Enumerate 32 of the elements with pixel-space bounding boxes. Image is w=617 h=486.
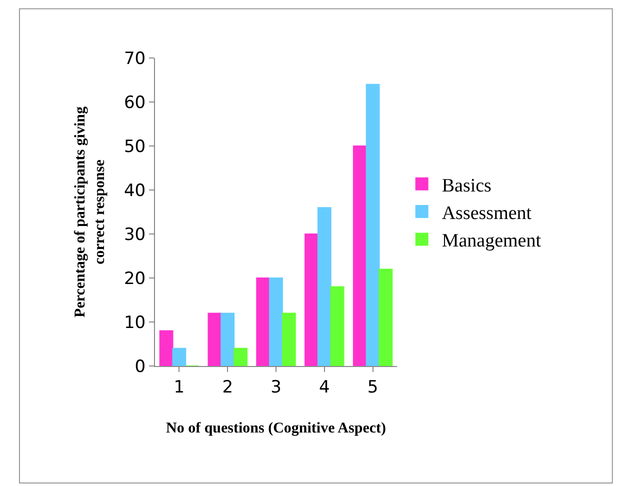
x-tick-label: 2 <box>222 377 234 398</box>
bar <box>352 146 367 366</box>
y-tick-label: 70 <box>124 48 146 69</box>
y-tick-label: 0 <box>134 356 146 377</box>
bar <box>269 278 283 366</box>
x-axis-title: No of questions (Cognitive Aspect) <box>166 420 386 436</box>
bar <box>208 312 222 366</box>
bar <box>220 312 235 366</box>
bar <box>317 207 332 366</box>
y-tick-label: 50 <box>124 136 146 157</box>
y-tick-label: 20 <box>124 268 146 289</box>
bar <box>304 234 318 366</box>
bar <box>378 268 393 366</box>
y-tick-label: 10 <box>124 312 146 333</box>
y-axis-title: Percentage of participants giving correct response <box>72 106 108 318</box>
bar <box>159 330 174 366</box>
y-tick-label: 40 <box>124 180 146 201</box>
y-tick-label: 30 <box>124 224 146 245</box>
bar <box>234 348 248 366</box>
bar <box>256 278 270 366</box>
legend-label: Assessment <box>442 202 532 224</box>
bar <box>366 84 380 366</box>
bar <box>282 312 296 366</box>
legend-label: Management <box>442 230 542 252</box>
y-tick-label: 60 <box>124 92 146 113</box>
x-tick-label: 1 <box>174 377 185 398</box>
x-tick-label: 3 <box>270 377 282 398</box>
bar <box>330 286 344 366</box>
x-tick-label: 5 <box>367 377 378 398</box>
x-tick-label: 4 <box>318 377 330 398</box>
legend-label: Basics <box>442 175 492 196</box>
bar <box>172 348 186 366</box>
